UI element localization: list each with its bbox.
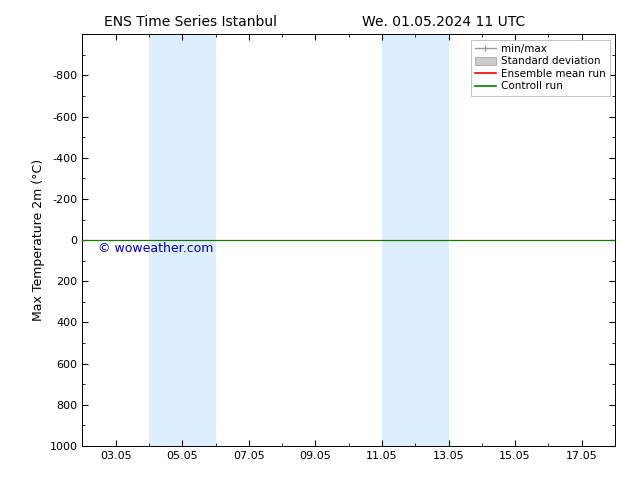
Bar [382, 34, 449, 446]
Text: We. 01.05.2024 11 UTC: We. 01.05.2024 11 UTC [362, 15, 526, 29]
Bar [149, 34, 216, 446]
Text: ENS Time Series Istanbul: ENS Time Series Istanbul [104, 15, 276, 29]
Text: © woweather.com: © woweather.com [98, 242, 214, 255]
Y-axis label: Max Temperature 2m (°C): Max Temperature 2m (°C) [32, 159, 46, 321]
Legend: min/max, Standard deviation, Ensemble mean run, Controll run: min/max, Standard deviation, Ensemble me… [470, 40, 610, 96]
